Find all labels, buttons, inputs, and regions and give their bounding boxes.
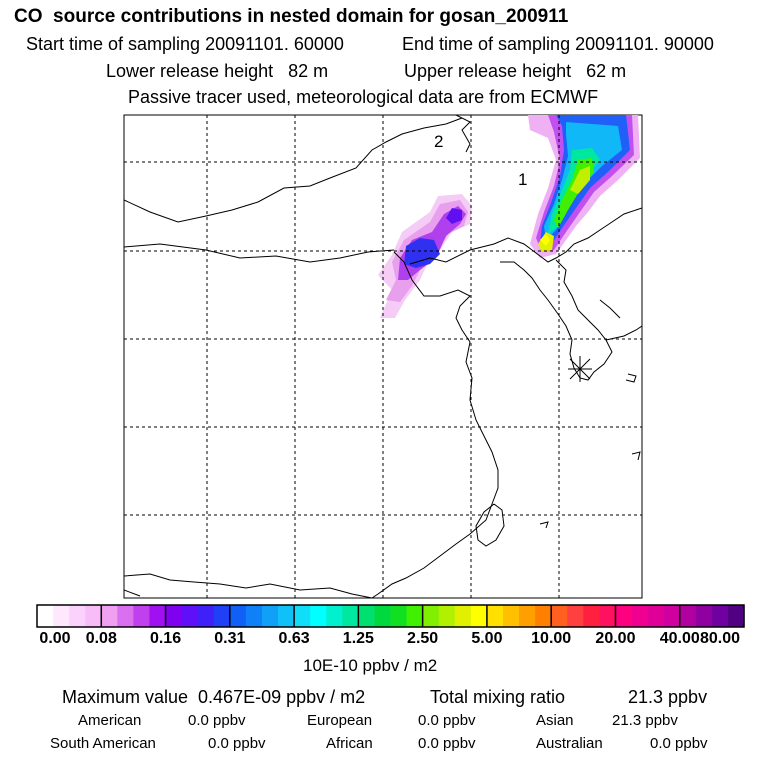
asian-value: 21.3 ppbv [612, 712, 678, 729]
colorbar-swatch [615, 605, 633, 627]
total-mixing-ratio-value: 21.3 ppbv [628, 687, 708, 707]
plume-label-1: 1 [518, 170, 527, 189]
colorbar-swatch [454, 605, 472, 627]
colorbar-frame [36, 604, 745, 628]
colorbar-tick-label: 0.31 [214, 630, 246, 647]
australian-label: Australian [536, 735, 603, 752]
colorbar-swatch [69, 605, 86, 627]
colorbar-swatch [390, 605, 408, 627]
american-label: American [78, 712, 142, 729]
colorbar-tick-dividers [100, 605, 681, 627]
colorbar-swatch [519, 605, 536, 627]
colorbar-tick-label: 80.00 [699, 630, 741, 647]
colorbar-swatch [342, 605, 359, 627]
colorbar-swatch [181, 605, 199, 627]
colorbar-swatch [101, 605, 118, 627]
colorbar-swatch [197, 605, 215, 627]
colorbar-tick-label: 0.16 [149, 630, 182, 647]
colorbar-swatch [422, 605, 440, 627]
colorbar-swatch [326, 605, 343, 627]
colorbar-swatch [551, 605, 568, 627]
colorbar-swatch [213, 605, 231, 627]
colorbar-swatch [647, 605, 665, 627]
colorbar-tick-label: 0.63 [278, 630, 310, 647]
colorbar-swatch [149, 605, 167, 627]
colorbar-tick-label: 0.08 [85, 630, 117, 647]
colorbar-swatch [133, 605, 151, 627]
colorbar-swatch [583, 605, 600, 627]
colorbar-tick-label: 1.25 [342, 630, 374, 647]
american-value: 0.0 ppbv [188, 712, 246, 729]
colorbar-swatch [727, 605, 745, 627]
colorbar-swatch [599, 605, 617, 627]
station-asterisk-marker [568, 356, 592, 382]
colorbar-swatch [695, 605, 713, 627]
colorbar-tick-label: 40.00 [659, 630, 700, 647]
end-time: End time of sampling 20091101. 90000 [402, 34, 714, 54]
australian-value: 0.0 ppbv [650, 735, 708, 752]
colorbar-swatch [438, 605, 456, 627]
asian-label: Asian [536, 712, 574, 729]
upper-release-height: Upper release height 62 m [404, 61, 627, 81]
colorbar-swatch [53, 605, 70, 627]
lower-release-height: Lower release height 82 m [106, 61, 329, 81]
colorbar-swatch [85, 605, 102, 627]
colorbar-swatch [631, 605, 649, 627]
colorbar-swatch [663, 605, 681, 627]
colorbar-swatch [486, 605, 504, 627]
south-american-value: 0.0 ppbv [208, 735, 266, 752]
colorbar-tick-label: 2.50 [407, 630, 439, 647]
lat-lon-grid [124, 115, 642, 598]
european-label: European [307, 712, 373, 729]
start-time: Start time of sampling 20091101. 60000 [26, 34, 344, 54]
colorbar-swatch [535, 605, 552, 627]
african-label: African [326, 735, 373, 752]
colorbar-tick-label: 10.00 [531, 630, 572, 647]
colorbar-swatch [502, 605, 520, 627]
colorbar-swatch [358, 605, 376, 627]
colorbar [37, 605, 745, 627]
maximum-value: Maximum value 0.467E-09 ppbv / m2 [62, 687, 366, 707]
colorbar-tick-label: 0.00 [39, 630, 71, 647]
plot-title: CO source contributions in nested domain… [14, 6, 569, 27]
colorbar-swatch [165, 605, 183, 627]
colorbar-swatch [711, 605, 729, 627]
african-value: 0.0 ppbv [418, 735, 476, 752]
colorbar-swatch [470, 605, 488, 627]
south-american-label: South American [50, 735, 156, 752]
colorbar-swatch [261, 605, 279, 627]
european-value: 0.0 ppbv [418, 712, 476, 729]
colorbar-swatch [406, 605, 424, 627]
colorbar-tick-label: 5.00 [471, 630, 503, 647]
colorbar-swatch [37, 605, 54, 627]
colorbar-swatch [679, 605, 697, 627]
colorbar-swatch [567, 605, 584, 627]
colorbar-swatch [278, 605, 295, 627]
total-mixing-ratio-label: Total mixing ratio [430, 687, 566, 707]
plume-northeast [528, 115, 640, 258]
tracer-note: Passive tracer used, meteorological data… [128, 87, 599, 107]
colorbar-swatch [374, 605, 392, 627]
colorbar-swatch [117, 605, 135, 627]
colorbar-unit: 10E-10 ppbv / m2 [303, 656, 438, 675]
coastlines [124, 115, 642, 598]
colorbar-swatch [229, 605, 247, 627]
colorbar-swatch [310, 605, 327, 627]
colorbar-swatch [245, 605, 263, 627]
plume-label-2: 2 [434, 132, 443, 151]
colorbar-tick-label: 20.00 [595, 630, 636, 647]
colorbar-swatch [294, 605, 311, 627]
